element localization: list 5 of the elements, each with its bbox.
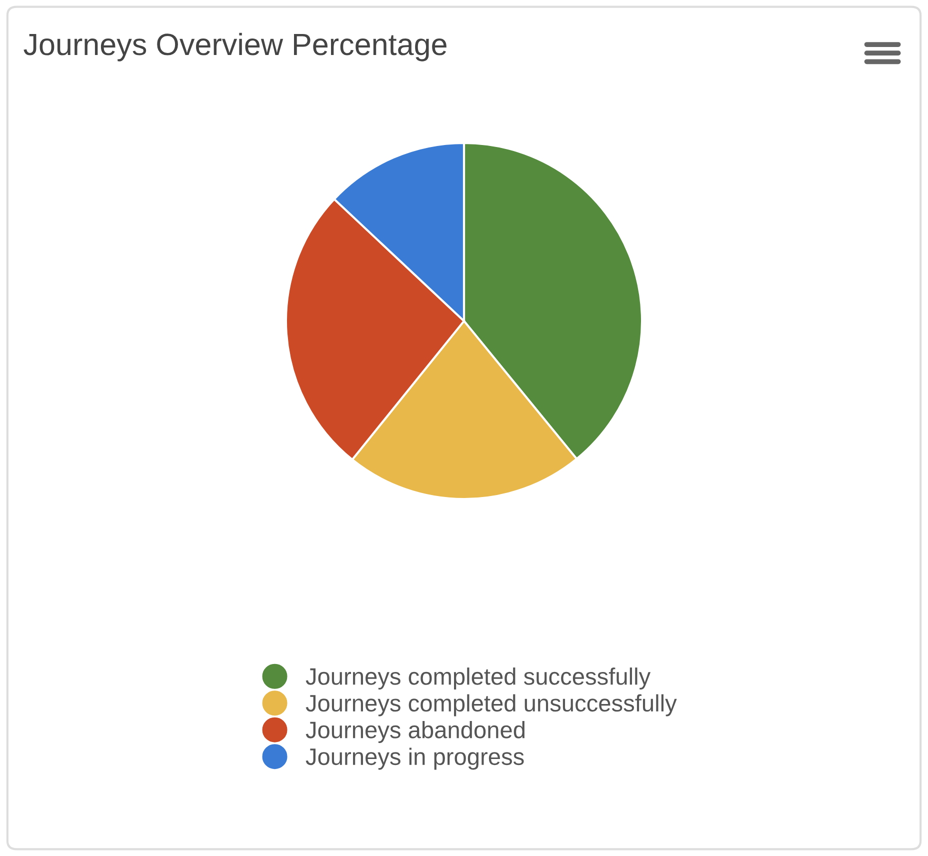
chart-title: Journeys Overview Percentage [24, 32, 446, 62]
legend-label: Journeys abandoned [306, 720, 524, 744]
legend-label: Journeys completed successfully [306, 668, 651, 690]
legend-label: Journeys in progress [306, 748, 524, 770]
legend-label: Journeys completed unsuccessfully [306, 694, 677, 716]
